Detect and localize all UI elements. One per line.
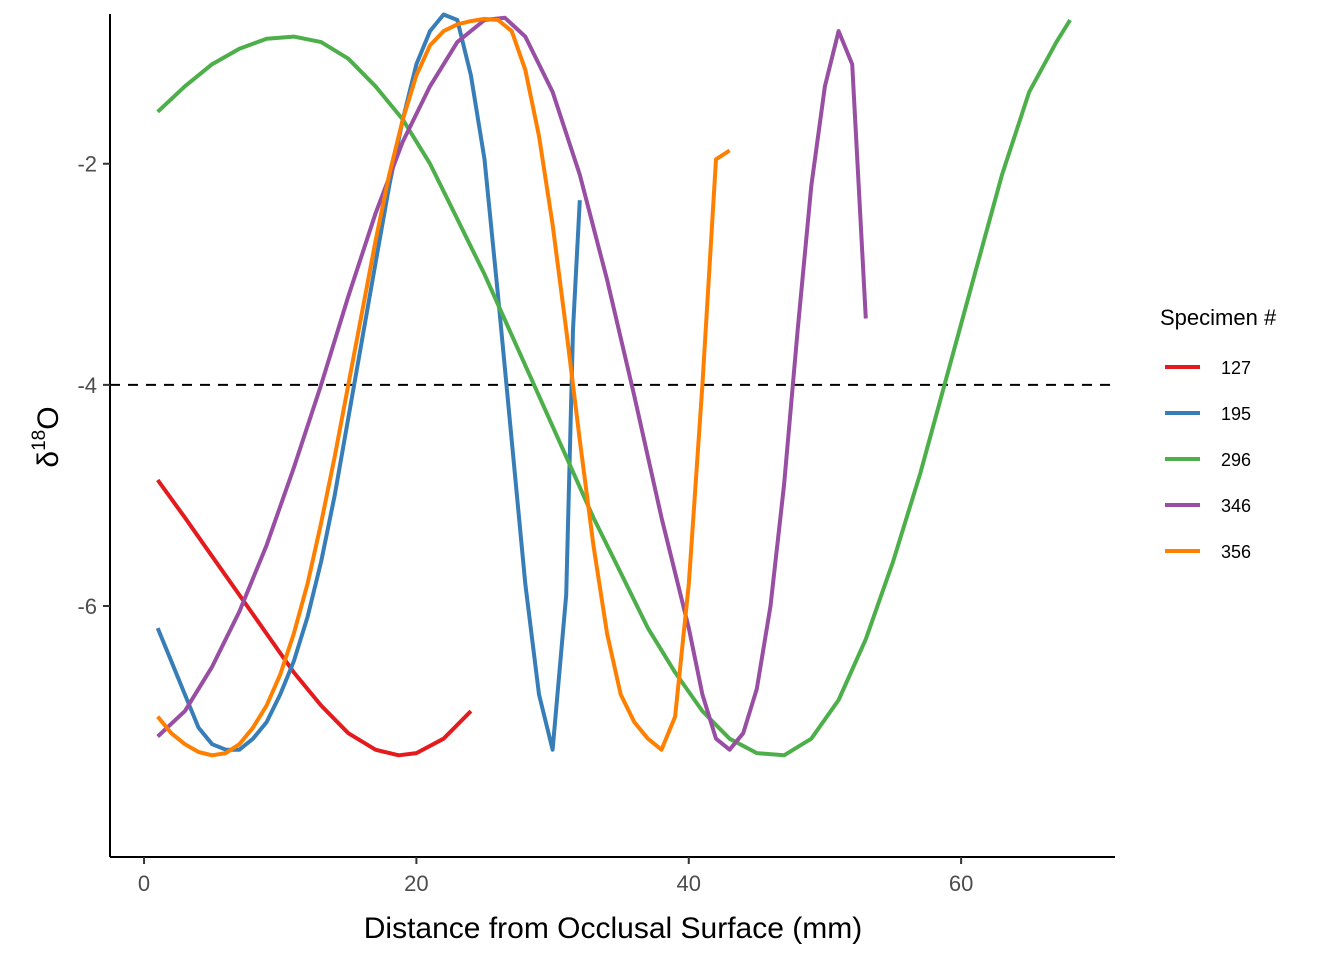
y-axis-ticks: -6 -4 -2 xyxy=(77,152,110,619)
x-tick-label: 20 xyxy=(404,871,428,896)
y-tick-label: -2 xyxy=(77,152,97,177)
y-axis-title-element: O xyxy=(32,406,65,429)
series-line-356 xyxy=(156,16,731,758)
legend-title: Specimen # xyxy=(1160,305,1277,330)
legend-item-296: 296 xyxy=(1165,450,1251,470)
legend-item-127: 127 xyxy=(1165,358,1251,378)
legend-label: 296 xyxy=(1221,450,1251,470)
x-axis-ticks: 0 20 40 60 xyxy=(138,857,973,896)
legend-item-346: 346 xyxy=(1165,496,1251,516)
x-tick-label: 0 xyxy=(138,871,150,896)
x-tick-label: 40 xyxy=(677,871,701,896)
legend-items: 127 195 296 346 356 xyxy=(1165,358,1251,562)
y-axis-title-delta: δ xyxy=(32,451,65,468)
series-line-296 xyxy=(156,18,1072,758)
y-tick-label: -6 xyxy=(77,594,97,619)
series-line-195 xyxy=(155,12,582,752)
x-tick-label: 60 xyxy=(949,871,973,896)
series-lines xyxy=(155,12,1072,758)
legend-label: 195 xyxy=(1221,404,1251,424)
svg-text:δ18O: δ18O xyxy=(29,406,65,467)
x-axis-title: Distance from Occlusal Surface (mm) xyxy=(364,912,862,945)
legend: Specimen # 127 195 296 346 356 xyxy=(1160,305,1277,562)
series-line-346 xyxy=(156,15,868,752)
legend-item-356: 356 xyxy=(1165,542,1251,562)
legend-label: 346 xyxy=(1221,496,1251,516)
series-line-127 xyxy=(156,478,473,758)
legend-item-195: 195 xyxy=(1165,404,1251,424)
legend-label: 356 xyxy=(1221,542,1251,562)
y-axis-title: δ18O xyxy=(29,406,65,467)
y-tick-label: -4 xyxy=(77,373,97,398)
y-axis-title-superscript: 18 xyxy=(29,430,50,451)
legend-label: 127 xyxy=(1221,358,1251,378)
plot-area xyxy=(110,12,1115,758)
